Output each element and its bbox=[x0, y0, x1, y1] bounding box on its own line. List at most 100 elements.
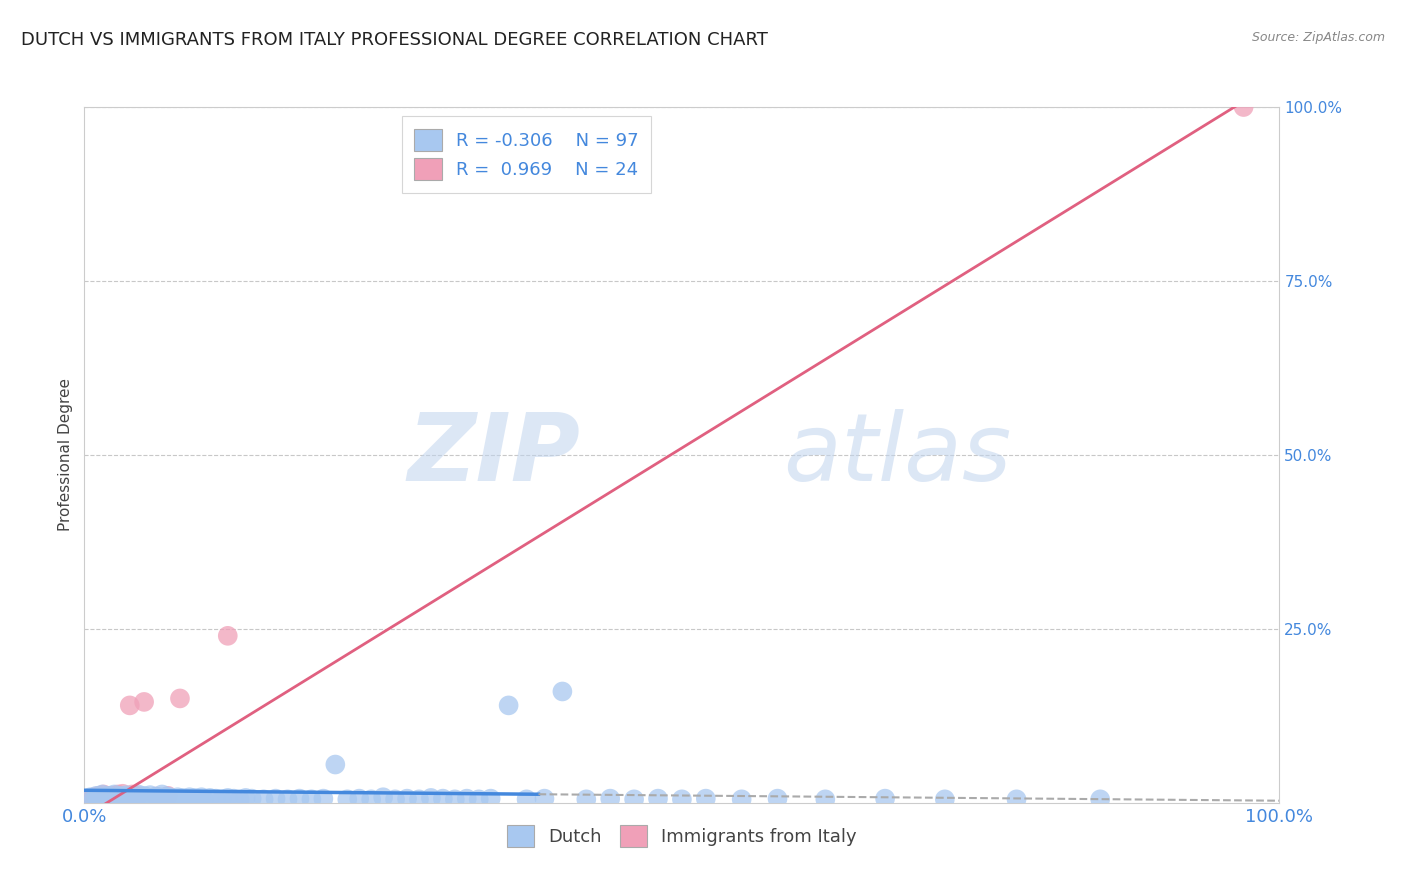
Point bbox=[516, 792, 538, 806]
Point bbox=[150, 788, 173, 802]
Point bbox=[86, 791, 108, 805]
Point bbox=[1233, 100, 1256, 114]
Point bbox=[166, 790, 188, 805]
Point bbox=[190, 790, 212, 805]
Point bbox=[187, 791, 209, 805]
Point bbox=[671, 792, 693, 806]
Point bbox=[198, 791, 221, 805]
Point bbox=[229, 792, 252, 806]
Point bbox=[83, 792, 105, 806]
Point bbox=[121, 789, 143, 803]
Point bbox=[127, 791, 149, 805]
Point bbox=[444, 792, 467, 806]
Point bbox=[132, 695, 156, 709]
Point bbox=[408, 792, 430, 806]
Point bbox=[205, 791, 228, 805]
Point bbox=[139, 788, 162, 802]
Point bbox=[217, 629, 239, 643]
Point bbox=[91, 790, 114, 805]
Point bbox=[155, 791, 177, 805]
Point bbox=[575, 792, 598, 806]
Point bbox=[731, 792, 754, 806]
Point bbox=[139, 791, 162, 805]
Point bbox=[384, 792, 406, 806]
Point bbox=[127, 789, 149, 803]
Point bbox=[132, 789, 156, 803]
Point bbox=[432, 791, 454, 805]
Point bbox=[934, 792, 956, 806]
Point bbox=[551, 684, 574, 698]
Point bbox=[169, 792, 191, 806]
Point bbox=[181, 792, 204, 806]
Point bbox=[115, 792, 138, 806]
Point bbox=[420, 791, 443, 805]
Point bbox=[132, 792, 156, 806]
Point bbox=[87, 789, 110, 803]
Point bbox=[107, 790, 129, 805]
Point bbox=[253, 792, 276, 806]
Point bbox=[163, 791, 186, 805]
Point bbox=[115, 789, 138, 804]
Point bbox=[240, 791, 263, 805]
Text: Source: ZipAtlas.com: Source: ZipAtlas.com bbox=[1251, 31, 1385, 45]
Point bbox=[103, 791, 125, 805]
Point bbox=[145, 789, 167, 804]
Point bbox=[235, 791, 257, 805]
Point bbox=[623, 792, 645, 806]
Legend: Dutch, Immigrants from Italy: Dutch, Immigrants from Italy bbox=[498, 816, 866, 856]
Point bbox=[131, 791, 153, 805]
Point bbox=[157, 792, 180, 806]
Point bbox=[104, 790, 127, 805]
Text: ZIP: ZIP bbox=[408, 409, 581, 501]
Point bbox=[875, 791, 897, 805]
Point bbox=[83, 790, 105, 805]
Point bbox=[179, 790, 201, 805]
Point bbox=[114, 789, 136, 804]
Point bbox=[111, 791, 134, 805]
Point bbox=[110, 792, 132, 806]
Text: atlas: atlas bbox=[783, 409, 1012, 500]
Point bbox=[456, 791, 478, 805]
Point bbox=[183, 791, 205, 805]
Point bbox=[97, 789, 120, 803]
Point bbox=[94, 790, 117, 805]
Point bbox=[325, 757, 347, 772]
Point bbox=[264, 791, 287, 805]
Point bbox=[312, 791, 335, 805]
Point bbox=[94, 791, 117, 805]
Point bbox=[1090, 792, 1112, 806]
Point bbox=[100, 791, 122, 805]
Point bbox=[79, 792, 101, 806]
Point bbox=[814, 792, 837, 806]
Point bbox=[373, 790, 395, 805]
Point bbox=[349, 791, 371, 805]
Point bbox=[396, 791, 419, 805]
Point bbox=[127, 788, 149, 802]
Point bbox=[145, 789, 167, 804]
Point bbox=[93, 788, 115, 802]
Point bbox=[174, 791, 197, 805]
Point bbox=[121, 792, 143, 806]
Point bbox=[97, 792, 120, 806]
Point bbox=[118, 698, 141, 713]
Point bbox=[360, 792, 382, 806]
Point bbox=[222, 791, 245, 805]
Point bbox=[97, 789, 120, 803]
Point bbox=[1005, 792, 1028, 806]
Point bbox=[86, 789, 108, 803]
Point bbox=[479, 791, 502, 805]
Point bbox=[193, 792, 215, 806]
Point bbox=[301, 792, 323, 806]
Point bbox=[468, 792, 491, 806]
Point bbox=[135, 790, 157, 805]
Point bbox=[599, 791, 621, 805]
Point bbox=[647, 791, 669, 805]
Point bbox=[157, 789, 180, 803]
Point bbox=[87, 791, 110, 805]
Point bbox=[148, 791, 170, 805]
Point bbox=[159, 791, 181, 805]
Point bbox=[217, 791, 239, 805]
Text: DUTCH VS IMMIGRANTS FROM ITALY PROFESSIONAL DEGREE CORRELATION CHART: DUTCH VS IMMIGRANTS FROM ITALY PROFESSIO… bbox=[21, 31, 768, 49]
Point bbox=[101, 789, 124, 803]
Point bbox=[79, 790, 101, 805]
